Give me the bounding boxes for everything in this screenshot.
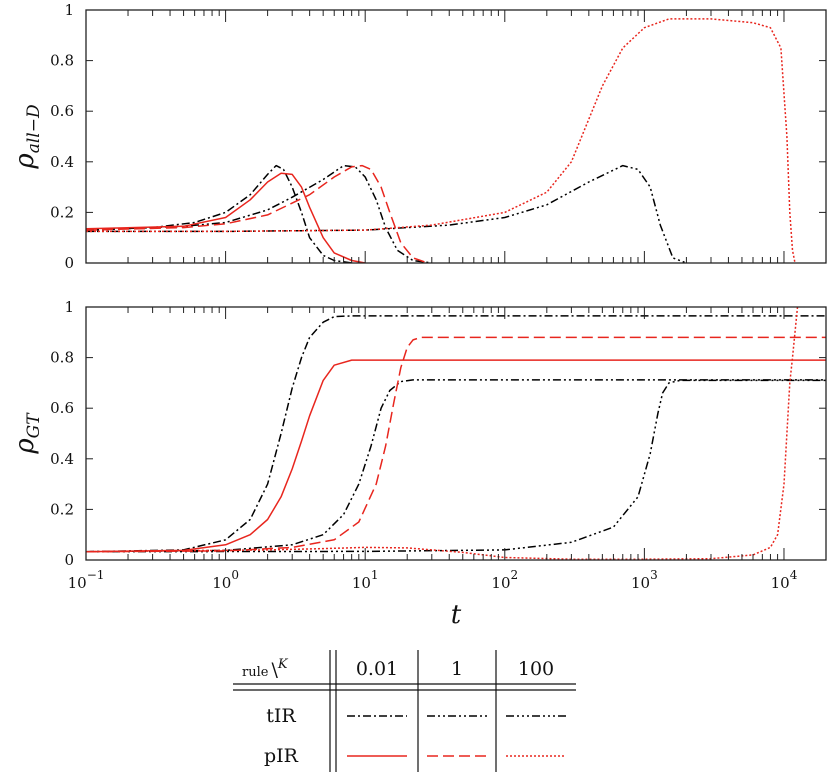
y-tick-label: 0.6	[50, 399, 74, 417]
legend-column-header: 100	[518, 658, 554, 680]
y-tick-label: 1	[64, 1, 74, 19]
series-line-pir-k-100	[86, 18, 796, 263]
plot-frame	[85, 9, 827, 264]
y-axis-title: ρall−D	[10, 104, 44, 170]
series-group	[86, 307, 826, 560]
series-line-pir-k-1	[86, 164, 428, 263]
panels: 0 0.2 0.4 0.6 0.8 1 ρall−D 0 0.2 0.4 0.6 0.8 1 ρGT	[10, 1, 827, 569]
y-tick-label: 0	[64, 551, 74, 569]
series-line-tir-k-1	[86, 164, 432, 263]
x-tick-label: 102	[491, 568, 518, 592]
y-tick-label: 0.4	[50, 450, 74, 468]
series-line-pir-k-0_01	[86, 359, 826, 553]
legend-header: rule \K	[242, 657, 289, 681]
panel-gt: 0 0.2 0.4 0.6 0.8 1 ρGT	[10, 298, 827, 569]
series-line-pir-k-0_01	[86, 172, 366, 263]
panel-all-d: 0 0.2 0.4 0.6 0.8 1 ρall−D	[10, 1, 827, 272]
legend: rule \K 0.01 1 100 tIR pIR	[233, 650, 576, 772]
x-tick-label: 100	[212, 568, 239, 592]
y-tick-label: 0.2	[50, 500, 74, 518]
x-tick-label: 101	[352, 568, 379, 592]
y-tick-label: 0.6	[50, 102, 74, 120]
series-line-tir-k-100	[86, 164, 687, 263]
legend-column-header: 1	[451, 658, 463, 680]
y-axis-title: ρGT	[10, 412, 44, 455]
plot-frame	[85, 306, 827, 561]
y-tick-label: 0.8	[50, 52, 74, 70]
x-axis: 10−1 100 101 102 103 104 t	[68, 568, 798, 630]
series-line-pir-k-100	[86, 307, 799, 560]
y-tick-label: 0.2	[50, 203, 74, 221]
y-tick-label: 0.8	[50, 349, 74, 367]
y-tick-label: 0.4	[50, 153, 74, 171]
x-tick-label: 104	[771, 568, 798, 592]
series-line-tir-k-0_01	[86, 164, 352, 263]
legend-row-label: pIR	[264, 745, 299, 767]
legend-row-label: tIR	[266, 705, 296, 727]
legend-column-header: 0.01	[356, 658, 398, 680]
series-line-tir-k-100	[86, 379, 826, 553]
series-line-tir-k-0_01	[86, 315, 826, 553]
series-line-tir-k-1	[86, 379, 826, 553]
x-tick-label: 103	[631, 568, 658, 592]
series-group	[86, 18, 796, 263]
y-tick-label: 0	[64, 254, 74, 272]
x-tick-label: 10−1	[68, 568, 105, 592]
y-tick-label: 1	[64, 298, 74, 316]
series-line-pir-k-1	[86, 336, 826, 553]
x-axis-title: t	[451, 600, 462, 630]
